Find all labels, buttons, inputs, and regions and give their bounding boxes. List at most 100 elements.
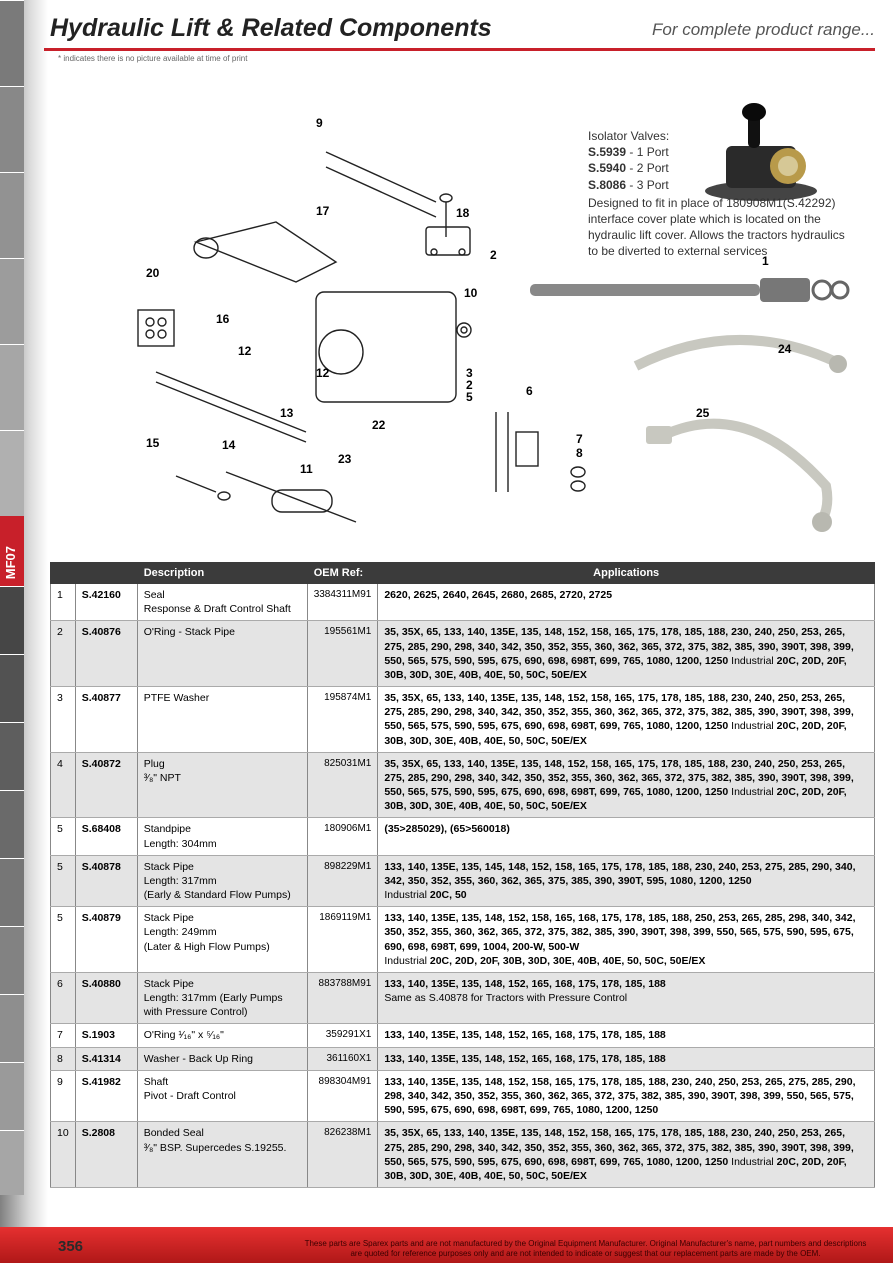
left-tab-stack — [0, 0, 24, 1263]
col-header-oem: OEM Ref: — [307, 563, 378, 584]
side-tab — [0, 1062, 24, 1130]
cell-applications: 133, 140, 135E, 135, 148, 152, 165, 168,… — [378, 972, 875, 1024]
diagram-callout-number: 8 — [576, 446, 583, 460]
cell-oem: 361160X1 — [307, 1047, 378, 1070]
cell-applications: (35>285029), (65>560018) — [378, 818, 875, 855]
diagram-callout-number: 25 — [696, 406, 709, 420]
cell-sku: S.40872 — [75, 752, 137, 818]
diagram-callout-number: 10 — [464, 286, 477, 300]
diagram-callout-number: 2 — [490, 248, 497, 262]
diagram-callout-number: 5 — [466, 390, 473, 404]
cell-applications: 133, 140, 135E, 135, 145, 148, 152, 158,… — [378, 855, 875, 907]
cell-index: 5 — [51, 818, 76, 855]
cell-sku: S.40877 — [75, 687, 137, 753]
page-number: 356 — [58, 1238, 83, 1255]
cell-oem: 825031M1 — [307, 752, 378, 818]
table-row: 8S.41314Washer - Back Up Ring361160X1133… — [51, 1047, 875, 1070]
header-footnote: * indicates there is no picture availabl… — [58, 54, 247, 63]
page-header: Hydraulic Lift & Related Components For … — [50, 14, 875, 43]
callout-line: S.8086 - 3 Port — [588, 177, 858, 193]
table-row: 3S.40877PTFE Washer195874M135, 35X, 65, … — [51, 687, 875, 753]
diagram-callout-number: 14 — [222, 438, 235, 452]
callout-body: Designed to fit in place of 180908M1(S.4… — [588, 195, 858, 260]
diagram-callout-number: 24 — [778, 342, 791, 356]
cell-index: 4 — [51, 752, 76, 818]
cell-sku: S.40879 — [75, 907, 137, 973]
cell-oem: 1869119M1 — [307, 907, 378, 973]
cell-applications: 35, 35X, 65, 133, 140, 135E, 135, 148, 1… — [378, 752, 875, 818]
table-row: 5S.68408StandpipeLength: 304mm180906M1(3… — [51, 818, 875, 855]
cell-sku: S.40878 — [75, 855, 137, 907]
side-tab — [0, 926, 24, 994]
cell-sku: S.41314 — [75, 1047, 137, 1070]
cell-index: 6 — [51, 972, 76, 1024]
cell-description: Stack PipeLength: 317mm(Early & Standard… — [137, 855, 307, 907]
cell-description: Stack PipeLength: 249mm(Later & High Flo… — [137, 907, 307, 973]
cell-sku: S.42160 — [75, 584, 137, 621]
col-header-sku — [75, 563, 137, 584]
diagram-callout-number: 16 — [216, 312, 229, 326]
header-rule — [44, 48, 875, 51]
cell-oem: 883788M91 — [307, 972, 378, 1024]
cell-description: O'Ring ¹⁄₁₆" x ⁵⁄₁₆" — [137, 1024, 307, 1047]
cell-sku: S.1903 — [75, 1024, 137, 1047]
cell-description: Stack PipeLength: 317mm (Early Pumps wit… — [137, 972, 307, 1024]
table-row: 4S.40872Plug³⁄₈" NPT825031M135, 35X, 65,… — [51, 752, 875, 818]
side-tab — [0, 172, 24, 258]
cell-description: O'Ring - Stack Pipe — [137, 621, 307, 687]
diagram-callout-number: 11 — [300, 462, 313, 476]
cell-index: 3 — [51, 687, 76, 753]
cell-applications: 35, 35X, 65, 133, 140, 135E, 135, 148, 1… — [378, 687, 875, 753]
isolator-valve-callout: Isolator Valves: S.5939 - 1 PortS.5940 -… — [588, 128, 858, 260]
section-tab-label: MF07 — [3, 546, 18, 579]
cell-oem: 195874M1 — [307, 687, 378, 753]
cell-description: Washer - Back Up Ring — [137, 1047, 307, 1070]
cell-oem: 898304M91 — [307, 1070, 378, 1122]
side-tab — [0, 722, 24, 790]
side-tab — [0, 654, 24, 722]
parts-table-container: Description OEM Ref: Applications 1S.421… — [50, 562, 875, 1188]
diagram-callout-number: 7 — [576, 432, 583, 446]
cell-sku: S.68408 — [75, 818, 137, 855]
cell-index: 5 — [51, 907, 76, 973]
cell-index: 1 — [51, 584, 76, 621]
col-header-idx — [51, 563, 76, 584]
diagram-callout-number: 22 — [372, 418, 385, 432]
diagram-illustration — [76, 112, 616, 542]
cell-oem: 826238M1 — [307, 1122, 378, 1188]
side-tab — [0, 86, 24, 172]
diagram-callout-number: 1 — [762, 254, 769, 268]
cell-oem: 195561M1 — [307, 621, 378, 687]
cell-description: StandpipeLength: 304mm — [137, 818, 307, 855]
cell-index: 2 — [51, 621, 76, 687]
cell-applications: 133, 140, 135E, 135, 148, 152, 165, 168,… — [378, 1047, 875, 1070]
parts-table: Description OEM Ref: Applications 1S.421… — [50, 562, 875, 1188]
diagram-callout-number: 12 — [316, 366, 329, 380]
table-row: 9S.41982ShaftPivot - Draft Control898304… — [51, 1070, 875, 1122]
cell-description: ShaftPivot - Draft Control — [137, 1070, 307, 1122]
table-row: 1S.42160SealResponse & Draft Control Sha… — [51, 584, 875, 621]
cell-applications: 133, 140, 135E, 135, 148, 152, 165, 168,… — [378, 1024, 875, 1047]
side-tab — [0, 430, 24, 516]
diagram-callout-number: 20 — [146, 266, 159, 280]
cell-applications: 35, 35X, 65, 133, 140, 135E, 135, 148, 1… — [378, 1122, 875, 1188]
cell-description: SealResponse & Draft Control Shaft — [137, 584, 307, 621]
cell-oem: 3384311M91 — [307, 584, 378, 621]
table-row: 10S.2808Bonded Seal³⁄₈" BSP. Supercedes … — [51, 1122, 875, 1188]
cell-oem: 898229M1 — [307, 855, 378, 907]
side-tab — [0, 344, 24, 430]
diagram-callout-number: 17 — [316, 204, 329, 218]
cell-index: 8 — [51, 1047, 76, 1070]
page-subtitle: For complete product range... — [652, 20, 875, 40]
cell-index: 5 — [51, 855, 76, 907]
table-row: 2S.40876O'Ring - Stack Pipe195561M135, 3… — [51, 621, 875, 687]
side-tab — [0, 1130, 24, 1195]
side-tab — [0, 258, 24, 344]
diagram-callout-number: 15 — [146, 436, 159, 450]
cell-sku: S.40880 — [75, 972, 137, 1024]
shaft-photo-placeholder — [526, 268, 856, 312]
diagram-callout-number: 12 — [238, 344, 251, 358]
diagram-callout-number: 13 — [280, 406, 293, 420]
callout-line: S.5939 - 1 Port — [588, 144, 858, 160]
diagram-callout-number: 6 — [526, 384, 533, 398]
